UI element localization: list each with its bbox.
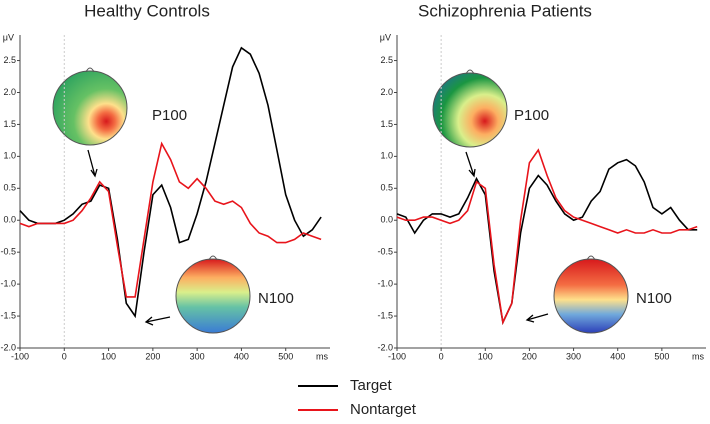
y-tick-label: 1.5 — [3, 119, 16, 129]
y-tick-label: 2.5 — [380, 55, 393, 65]
y-axis-label: μV — [3, 32, 14, 42]
y-tick-label: -2.0 — [0, 342, 16, 352]
x-tick-label: 500 — [278, 351, 293, 361]
topomap — [553, 258, 629, 334]
y-tick-label: 1.0 — [380, 151, 393, 161]
y-tick-label: 0.0 — [3, 215, 16, 225]
x-tick-label: 400 — [610, 351, 625, 361]
x-tick-label: 500 — [654, 351, 669, 361]
topomap — [432, 72, 508, 148]
annotation: N100 — [258, 290, 294, 307]
x-tick-label: 0 — [439, 351, 444, 361]
x-tick-label: 200 — [522, 351, 537, 361]
x-tick-label: 100 — [101, 351, 116, 361]
nose — [85, 67, 596, 261]
chart-title: Schizophrenia Patients — [418, 1, 592, 20]
topomap — [52, 70, 128, 146]
y-tick-label: 1.5 — [380, 119, 393, 129]
y-tick-label: -1.0 — [377, 278, 393, 288]
x-tick-label: -100 — [388, 351, 406, 361]
y-tick-label: 2.0 — [3, 87, 16, 97]
y-tick-label: -1.0 — [0, 278, 16, 288]
x-axis-label: ms — [692, 351, 704, 361]
topomap — [175, 258, 251, 334]
x-tick-label: 100 — [478, 351, 493, 361]
y-tick-label: -2.0 — [377, 342, 393, 352]
legend-label: Target — [350, 377, 393, 394]
y-tick-label: 0.0 — [380, 215, 393, 225]
series-line — [396, 158, 698, 326]
arrow — [87, 149, 549, 326]
x-tick-label: 200 — [145, 351, 160, 361]
x-axis-label: ms — [316, 351, 328, 361]
y-tick-label: -1.5 — [0, 310, 16, 320]
x-tick-label: -100 — [11, 351, 29, 361]
y-tick-label: 2.5 — [3, 55, 16, 65]
topomaps — [52, 67, 629, 334]
x-tick-label: 0 — [62, 351, 67, 361]
y-tick-label: -1.5 — [377, 310, 393, 320]
y-axis-label: μV — [380, 32, 391, 42]
y-tick-label: -0.5 — [0, 247, 16, 257]
x-tick-label: 300 — [566, 351, 581, 361]
annotation: P100 — [152, 107, 187, 124]
annotation: N100 — [636, 290, 672, 307]
series-line — [396, 148, 698, 326]
y-tick-label: 1.0 — [3, 151, 16, 161]
y-tick-label: 2.0 — [380, 87, 393, 97]
series-line — [19, 46, 322, 319]
annotation: P100 — [514, 107, 549, 124]
chart-title: Healthy Controls — [84, 1, 210, 20]
legend-label: Nontarget — [350, 401, 417, 418]
y-tick-label: 0.5 — [3, 183, 16, 193]
x-tick-label: 300 — [190, 351, 205, 361]
y-tick-label: 0.5 — [380, 183, 393, 193]
x-tick-label: 400 — [234, 351, 249, 361]
y-tick-label: -0.5 — [377, 247, 393, 257]
series-line — [19, 141, 322, 298]
